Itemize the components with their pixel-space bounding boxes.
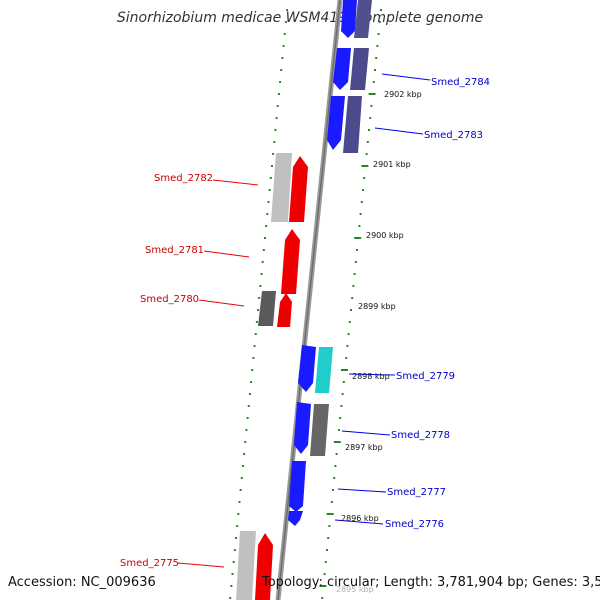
map-title: Sinorhizobium medicae WSM419, complete g… bbox=[116, 10, 484, 26]
gene-label-smed-2776[interactable]: Smed_2776 bbox=[385, 519, 444, 530]
scale-label: 2898 kbp bbox=[352, 372, 390, 381]
gene-arrow[interactable] bbox=[333, 48, 351, 90]
gene-arrow[interactable] bbox=[294, 402, 311, 454]
gene-arrow[interactable] bbox=[298, 345, 316, 392]
genome-summary: Topology: circular; Length: 3,781,904 bp… bbox=[262, 575, 600, 590]
scale-label: 2897 kbp bbox=[345, 443, 383, 452]
gene-label-smed-2775[interactable]: Smed_2775 bbox=[120, 558, 179, 569]
scale-label: 2900 kbp bbox=[366, 231, 404, 240]
gene-arrow[interactable] bbox=[350, 48, 369, 90]
gene-arrow[interactable] bbox=[289, 461, 306, 512]
scale-label: 2896 kbp bbox=[341, 514, 379, 523]
gene-label-smed-2780[interactable]: Smed_2780 bbox=[140, 294, 199, 305]
gene-label-smed-2778[interactable]: Smed_2778 bbox=[391, 430, 450, 441]
gene-smed-2775-block[interactable] bbox=[236, 531, 273, 600]
gene-smed-2783-block[interactable] bbox=[327, 96, 362, 153]
gene-arrow[interactable] bbox=[310, 404, 329, 456]
gene-arrow[interactable] bbox=[341, 0, 357, 38]
backbone bbox=[275, 0, 343, 600]
scale-label: 2895 kbp bbox=[336, 585, 374, 594]
gene-label-smed-2777[interactable]: Smed_2777 bbox=[387, 487, 446, 498]
gene-arrow[interactable] bbox=[289, 156, 308, 222]
gene-label-smed-2781[interactable]: Smed_2781 bbox=[145, 245, 204, 256]
gene-smed-2781-block[interactable] bbox=[281, 229, 300, 294]
gene-labels: Smed_2784 Smed_2783 Smed_2782 Smed_2781 … bbox=[120, 77, 490, 569]
gene-arrow[interactable] bbox=[281, 229, 300, 294]
scale-label: 2901 kbp bbox=[373, 160, 411, 169]
gene-smed-2782-block[interactable] bbox=[271, 153, 308, 222]
gene-arrow[interactable] bbox=[255, 533, 273, 600]
gene-arrow[interactable] bbox=[354, 0, 372, 38]
gene-arrow[interactable] bbox=[327, 96, 345, 150]
gene-arrow[interactable] bbox=[343, 96, 362, 153]
label-leaders bbox=[177, 73, 431, 568]
scale-label: 2899 kbp bbox=[358, 302, 396, 311]
gene-arrow[interactable] bbox=[288, 511, 303, 526]
gene-arrow[interactable] bbox=[271, 153, 292, 222]
accession-label: Accession: NC_009636 bbox=[8, 575, 156, 590]
gene-label-smed-2782[interactable]: Smed_2782 bbox=[154, 173, 213, 184]
outer-tick-track bbox=[229, 9, 382, 599]
scale-labels: 2902 kbp 2901 kbp 2900 kbp 2899 kbp 2898… bbox=[336, 90, 422, 594]
gene-label-smed-2784[interactable]: Smed_2784 bbox=[431, 77, 490, 88]
gene-label-smed-2783[interactable]: Smed_2783 bbox=[424, 130, 483, 141]
gene-label-smed-2779[interactable]: Smed_2779 bbox=[396, 371, 455, 382]
gene-smed-2779-block[interactable] bbox=[298, 345, 333, 393]
gene-arrow[interactable] bbox=[277, 293, 292, 327]
gene-arrow[interactable] bbox=[315, 347, 333, 393]
gene-smed-2777-block[interactable] bbox=[288, 461, 306, 526]
gene-arrow[interactable] bbox=[258, 291, 276, 326]
gene-smed-2778-block[interactable] bbox=[294, 402, 329, 456]
scale-label: 2902 kbp bbox=[384, 90, 422, 99]
gene-arrow[interactable] bbox=[236, 531, 256, 600]
gene-smed-2780-block[interactable] bbox=[258, 291, 292, 327]
gene-smed-2784-block[interactable] bbox=[333, 0, 372, 90]
